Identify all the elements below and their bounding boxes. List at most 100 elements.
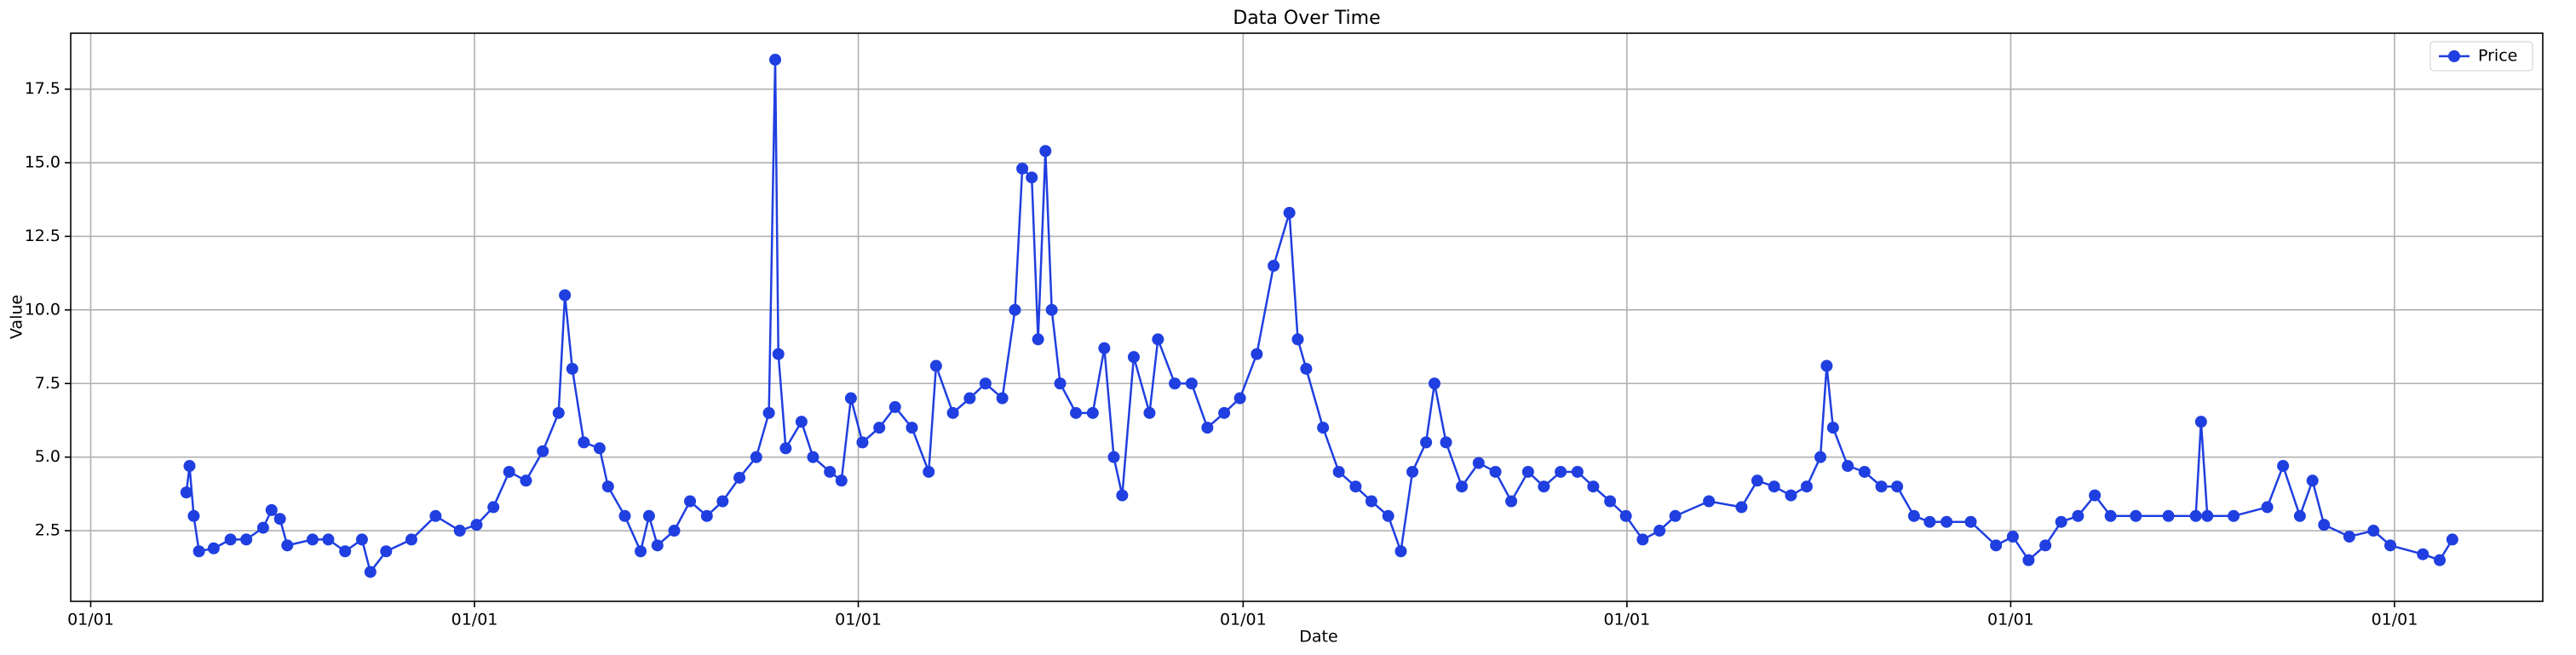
data-point [807, 451, 819, 463]
data-point [929, 359, 942, 372]
data-point [2194, 416, 2207, 428]
data-point [1185, 377, 1198, 390]
legend-label: Price [2478, 47, 2517, 66]
data-point [1858, 465, 1871, 478]
data-point [2318, 519, 2331, 531]
data-point [684, 495, 697, 508]
data-point [2417, 548, 2429, 560]
data-point [2055, 515, 2067, 528]
data-point [256, 521, 269, 534]
data-point [355, 533, 368, 546]
x-tick-label: 01/01 [1987, 611, 2034, 629]
data-point [1907, 509, 1920, 522]
data-point [888, 400, 901, 413]
data-point [1032, 333, 1044, 346]
data-point [1964, 515, 1977, 528]
y-tick-label: 10.0 [25, 300, 60, 319]
data-point [578, 436, 590, 449]
data-point [183, 460, 196, 473]
chart-title: Data Over Time [1233, 8, 1380, 29]
data-point [1116, 489, 1129, 502]
data-point [1472, 457, 1485, 469]
data-point [618, 509, 631, 522]
data-point [1143, 406, 1156, 419]
data-point [856, 436, 869, 449]
data-point [1086, 406, 1099, 419]
data-point [1842, 460, 1854, 473]
data-point [520, 474, 532, 487]
data-point [795, 416, 808, 428]
x-axis-label: Date [1299, 628, 1337, 646]
x-tick-label: 01/01 [67, 611, 114, 629]
data-point [2343, 530, 2355, 543]
data-point [380, 545, 393, 558]
data-point [364, 566, 377, 578]
data-point [1826, 422, 1839, 434]
data-point [700, 509, 713, 522]
data-point [1785, 489, 1797, 502]
data-point [566, 362, 578, 375]
y-axis-label: Value [8, 295, 26, 339]
y-tick-label: 5.0 [35, 447, 60, 466]
data-point [979, 377, 992, 390]
data-point [1505, 495, 1518, 508]
data-point [552, 406, 565, 419]
y-tick-label: 7.5 [35, 374, 60, 393]
data-point [1555, 465, 1567, 478]
data-point [1923, 515, 1936, 528]
data-point [906, 422, 918, 434]
data-point [642, 509, 655, 522]
data-point [844, 392, 857, 405]
data-point [1251, 348, 1263, 360]
data-point [339, 545, 352, 558]
data-point [1054, 377, 1067, 390]
y-tick-label: 15.0 [25, 153, 60, 172]
data-point [601, 480, 614, 493]
data-point [1653, 525, 1666, 537]
data-point [537, 445, 549, 457]
data-point [1332, 465, 1345, 478]
data-point [2277, 460, 2290, 473]
data-point [1735, 501, 1748, 514]
data-point [1440, 436, 1452, 449]
data-point [1703, 495, 1716, 508]
data-point [1768, 480, 1780, 493]
data-point [1233, 392, 1246, 405]
data-point [224, 533, 237, 546]
x-tick-label: 01/01 [451, 611, 498, 629]
data-point [1169, 377, 1182, 390]
data-point [559, 289, 572, 302]
data-point [1291, 333, 1304, 346]
data-point [2162, 509, 2175, 522]
data-point [1875, 480, 1888, 493]
data-point [2089, 489, 2102, 502]
data-point [2367, 525, 2380, 537]
data-point [1201, 422, 1214, 434]
data-point [2130, 509, 2142, 522]
x-tick-label: 01/01 [1220, 611, 1267, 629]
data-point [1039, 145, 1052, 158]
y-tick-label: 12.5 [25, 227, 60, 245]
data-point [716, 495, 729, 508]
data-point [733, 471, 746, 484]
data-point [1420, 436, 1433, 449]
data-point [1016, 162, 1029, 175]
data-point [281, 539, 294, 552]
x-tick-label: 01/01 [2372, 611, 2418, 629]
x-tick-label: 01/01 [835, 611, 882, 629]
data-point [2039, 539, 2052, 552]
data-point [1026, 171, 1038, 184]
data-line [185, 60, 2453, 575]
data-point [963, 392, 976, 405]
data-point [946, 406, 959, 419]
y-tick-label: 17.5 [25, 79, 60, 98]
data-point [2201, 509, 2214, 522]
data-point [1070, 406, 1083, 419]
data-point [1941, 515, 1953, 528]
data-point [207, 542, 220, 554]
data-point [779, 442, 792, 455]
data-point [2022, 554, 2035, 566]
data-point [651, 539, 664, 552]
data-point [2261, 501, 2274, 514]
